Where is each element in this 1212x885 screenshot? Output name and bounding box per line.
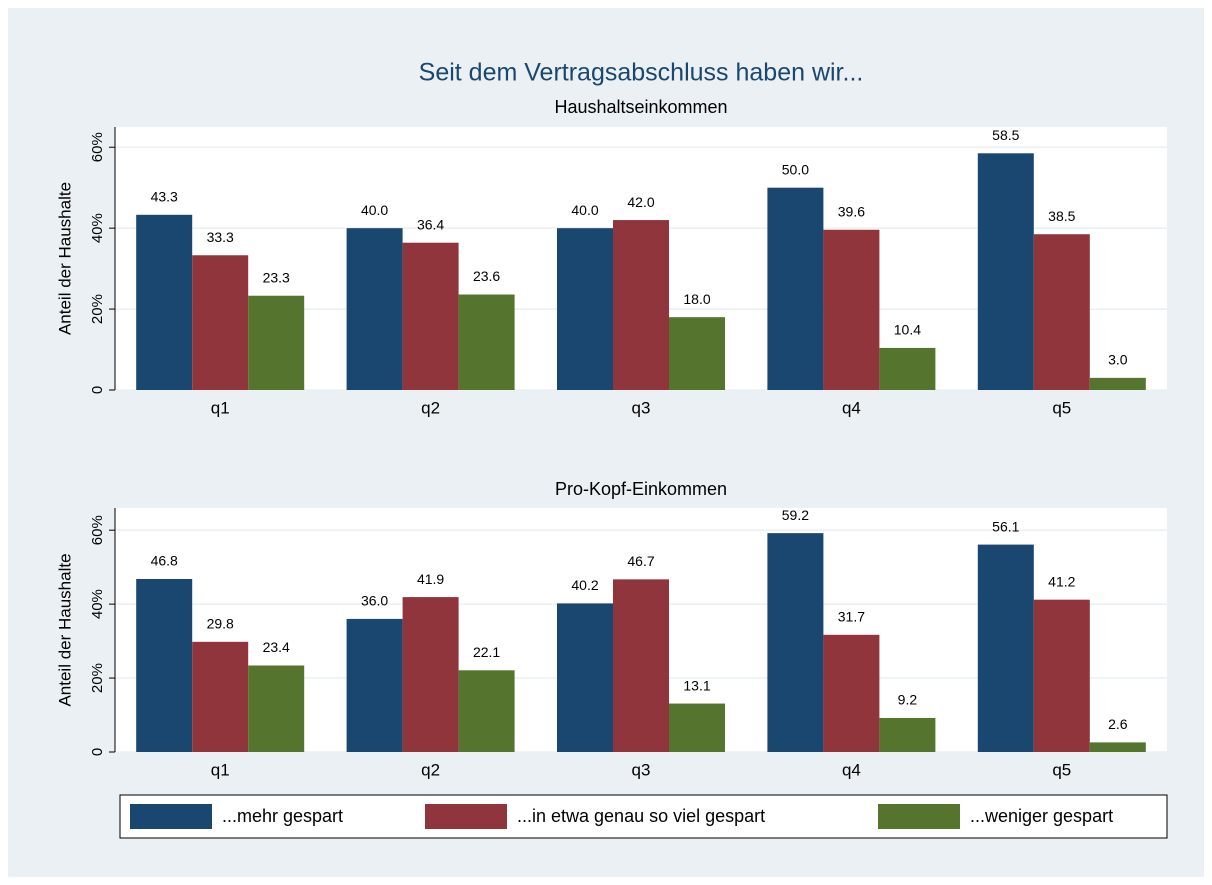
value-label: 36.4	[417, 216, 444, 232]
x-tick-label: q5	[1052, 398, 1071, 417]
y-tick-label: 40%	[89, 589, 106, 619]
value-label: 46.8	[151, 553, 178, 569]
value-label: 43.3	[151, 189, 178, 205]
y-tick-label: 0	[89, 748, 106, 756]
value-label: 46.7	[627, 553, 654, 569]
bar	[557, 603, 613, 752]
x-tick-label: q4	[842, 760, 861, 779]
legend-label: ...in etwa genau so viel gespart	[517, 806, 765, 826]
bar	[669, 317, 725, 390]
subtitle: Pro-Kopf-Einkommen	[555, 479, 727, 499]
value-label: 40.2	[571, 577, 598, 593]
y-tick-label: 60%	[89, 132, 106, 162]
bar	[136, 578, 193, 752]
bar	[977, 153, 1034, 390]
bar	[1089, 742, 1146, 752]
bar	[879, 347, 936, 390]
value-label: 50.0	[782, 161, 809, 177]
bar	[1033, 234, 1090, 390]
x-tick-label: q2	[421, 760, 440, 779]
x-tick-label: q3	[632, 398, 651, 417]
legend-label: ...mehr gespart	[222, 806, 343, 826]
y-tick-label: 20%	[89, 663, 106, 693]
value-label: 13.1	[683, 677, 710, 693]
bar	[767, 533, 824, 752]
bar	[1033, 599, 1090, 752]
value-label: 40.0	[571, 202, 598, 218]
bar	[402, 597, 459, 752]
value-label: 41.2	[1048, 573, 1075, 589]
x-tick-label: q4	[842, 398, 861, 417]
bar	[248, 665, 305, 752]
value-label: 41.9	[417, 571, 444, 587]
chart-title: Seit dem Vertragsabschluss haben wir...	[419, 59, 864, 87]
value-label: 9.2	[898, 692, 918, 708]
value-label: 31.7	[838, 609, 865, 625]
value-label: 40.0	[361, 202, 388, 218]
bar	[192, 641, 249, 752]
y-tick-label: 40%	[89, 213, 106, 243]
bar	[458, 670, 515, 752]
value-label: 23.6	[473, 268, 500, 284]
bar	[192, 255, 249, 390]
legend-box	[119, 794, 1168, 839]
bar	[613, 220, 669, 390]
legend-swatch	[130, 804, 212, 829]
value-label: 42.0	[627, 194, 654, 210]
y-axis-label: Anteil der Haushalte	[55, 553, 74, 706]
value-label: 36.0	[361, 593, 388, 609]
value-label: 18.0	[683, 291, 710, 307]
bar	[346, 228, 403, 390]
value-label: 23.4	[263, 639, 290, 655]
bar	[823, 634, 880, 752]
x-tick-label: q1	[211, 760, 230, 779]
y-tick-label: 0	[89, 386, 106, 394]
value-label: 22.1	[473, 644, 500, 660]
y-axis-label: Anteil der Haushalte	[55, 182, 74, 335]
value-label: 59.2	[782, 507, 809, 523]
bar	[458, 294, 515, 390]
value-label: 38.5	[1048, 208, 1075, 224]
value-label: 58.5	[992, 127, 1019, 143]
value-label: 39.6	[838, 203, 865, 219]
bar	[1089, 377, 1146, 390]
bar	[136, 214, 193, 390]
bar	[402, 242, 459, 390]
bar	[823, 229, 880, 390]
subtitle: Haushaltseinkommen	[554, 97, 727, 117]
value-label: 56.1	[992, 518, 1019, 534]
legend-swatch	[425, 804, 507, 829]
legend-swatch	[878, 804, 960, 829]
bar	[557, 228, 613, 390]
x-tick-label: q1	[211, 398, 230, 417]
y-tick-label: 20%	[89, 294, 106, 324]
bar	[977, 544, 1034, 752]
bar	[248, 295, 305, 390]
x-tick-label: q3	[632, 760, 651, 779]
bar	[669, 703, 725, 752]
bar	[879, 717, 936, 752]
value-label: 33.3	[207, 229, 234, 245]
bar	[613, 579, 669, 752]
value-label: 2.6	[1108, 716, 1128, 732]
legend-label: ...weniger gespart	[970, 806, 1113, 826]
y-tick-label: 60%	[89, 515, 106, 545]
value-label: 29.8	[207, 616, 234, 632]
value-label: 23.3	[263, 269, 290, 285]
x-tick-label: q5	[1052, 760, 1071, 779]
bar	[767, 187, 824, 390]
bar	[346, 618, 403, 752]
value-label: 10.4	[894, 322, 921, 338]
x-tick-label: q2	[421, 398, 440, 417]
value-label: 3.0	[1108, 352, 1128, 368]
